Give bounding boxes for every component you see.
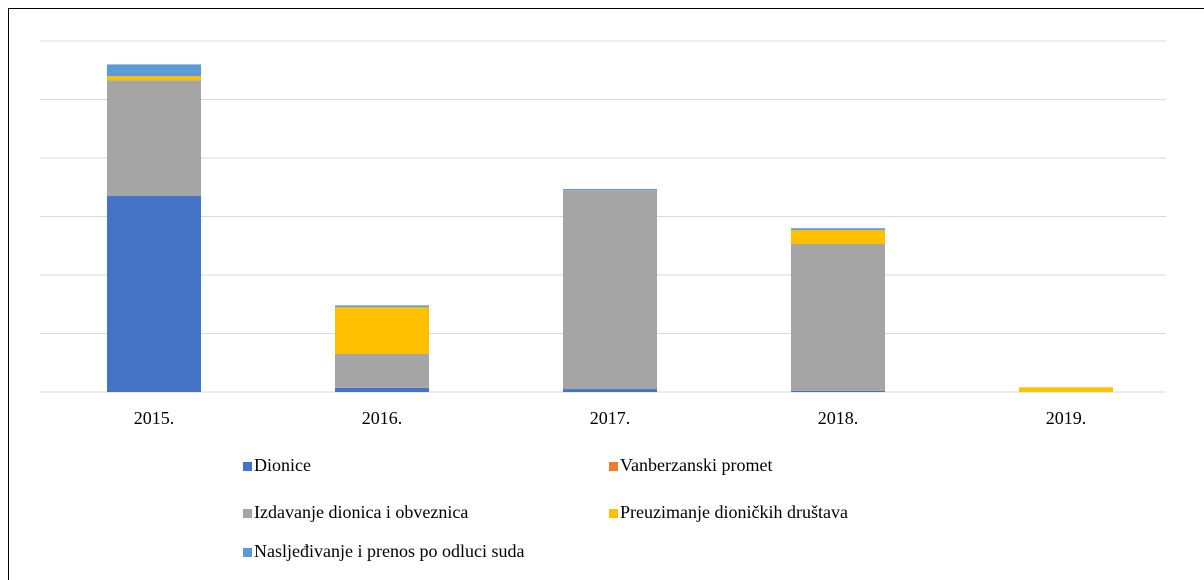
- bar-segment: [335, 387, 429, 392]
- x-tick-label: 2016.: [362, 408, 403, 428]
- bar-segment: [107, 64, 201, 77]
- legend-swatch: [609, 462, 618, 471]
- bar-segment: [1019, 387, 1113, 392]
- bar-segment: [107, 76, 201, 81]
- legend-swatch: [243, 548, 252, 557]
- x-tick-label: 2018.: [818, 408, 859, 428]
- bar-segment: [791, 390, 885, 392]
- x-tick-label: 2015.: [134, 408, 175, 428]
- bar-segment: [335, 305, 429, 308]
- bar-segment: [335, 307, 429, 354]
- legend-label: Izdavanje dionica i obveznica: [254, 502, 468, 522]
- bar-segment: [563, 389, 657, 392]
- chart-border: [8, 8, 1204, 580]
- legend-label: Vanberzanski promet: [620, 455, 772, 475]
- bar-segment: [107, 196, 201, 392]
- bar-segment: [107, 80, 201, 197]
- bar-segment: [791, 243, 885, 391]
- legend-label: Nasljeđivanje i prenos po odluci suda: [254, 541, 524, 561]
- x-tick-label: 2017.: [590, 408, 631, 428]
- x-tick-label: 2019.: [1046, 408, 1087, 428]
- bar-segment: [791, 228, 885, 230]
- legend-label: Preuzimanje dioničkih društava: [620, 502, 848, 522]
- bar-segment: [563, 189, 657, 191]
- legend-label: Dionice: [254, 455, 311, 475]
- legend-swatch: [243, 509, 252, 518]
- legend-swatch: [243, 462, 252, 471]
- bar-segment: [791, 229, 885, 244]
- bar-segment: [563, 190, 657, 390]
- legend-swatch: [609, 509, 618, 518]
- bar-segment: [335, 353, 429, 388]
